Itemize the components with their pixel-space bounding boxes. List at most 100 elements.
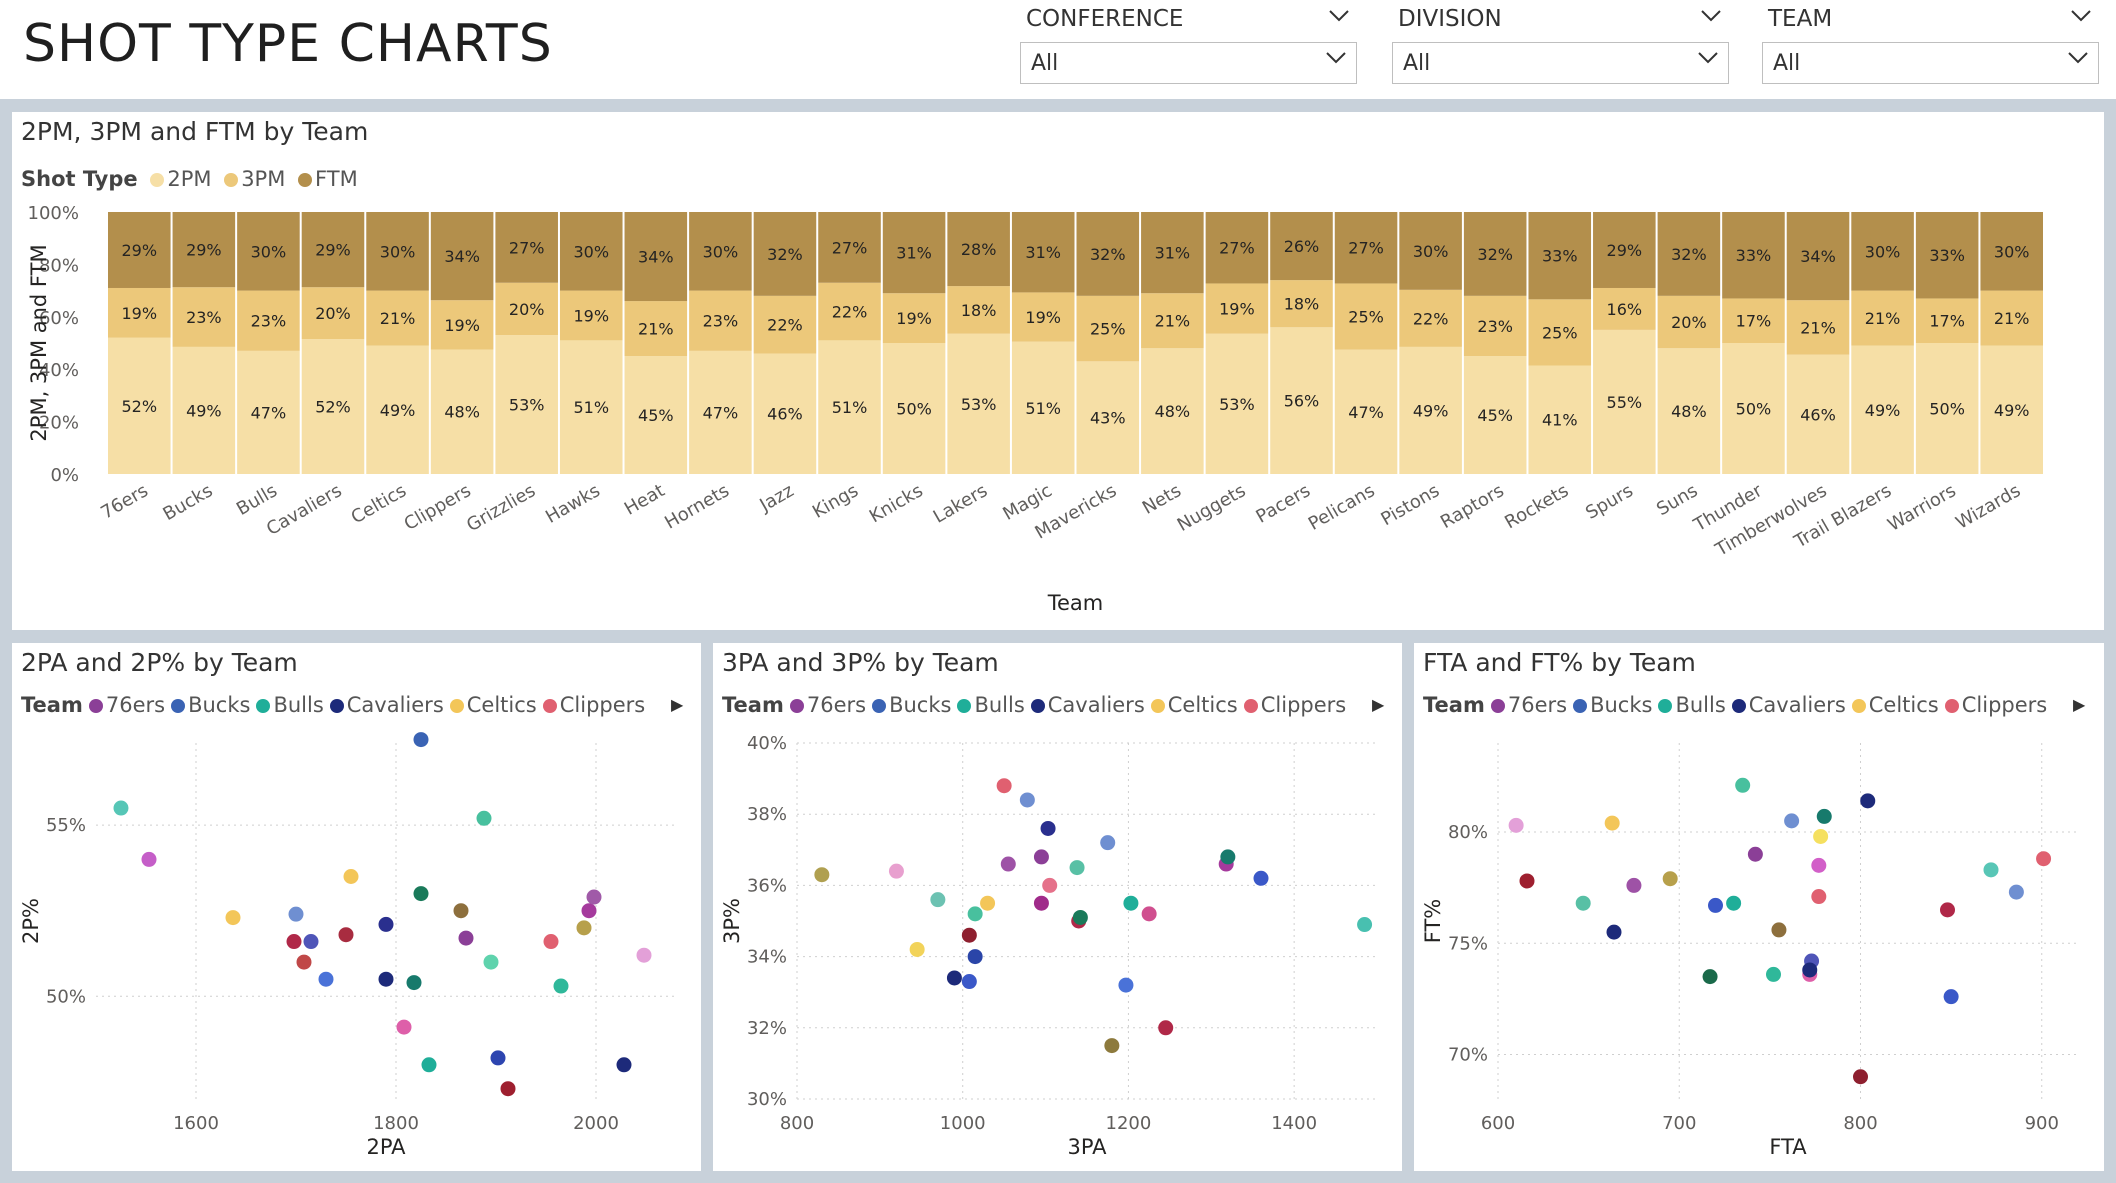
bar-segment-2pm[interactable] [1076,361,1140,474]
bar-segment-3pm[interactable] [1528,299,1592,366]
data-point[interactable] [1220,849,1236,865]
stacked-bar-panel[interactable]: 2PM, 3PM and FTM by Team Shot Type 2PM 3… [12,112,2104,630]
scatter-panel-2pa[interactable]: 2PA and 2P% by Team Team 76ers Bucks Bulls C… [12,643,701,1171]
data-point[interactable] [113,800,129,816]
data-point[interactable] [296,954,312,970]
bar-segment-3pm[interactable] [1270,280,1333,328]
bar-segment-ftm[interactable] [1205,212,1269,284]
bar-segment-ftm[interactable] [495,212,558,283]
data-point[interactable] [1033,849,1049,865]
data-point[interactable] [1000,856,1016,872]
data-point[interactable] [453,903,469,919]
data-point[interactable] [1575,895,1591,911]
bar-segment-2pm[interactable] [430,349,494,474]
data-point[interactable] [888,863,904,879]
legend-item-bucks[interactable]: Bucks [171,693,250,717]
legend-item-76ers[interactable]: 76ers [88,693,165,717]
data-point[interactable] [1853,1069,1868,1085]
legend-item-clippers[interactable]: Clippers [1944,693,2047,717]
bar-segment-ftm[interactable] [430,212,494,301]
data-point[interactable] [1123,895,1139,911]
data-point[interactable] [581,903,597,919]
bar-segment-ftm[interactable] [624,212,688,302]
data-point[interactable] [406,975,422,991]
right-arrow-icon[interactable]: ▶ [2073,695,2086,714]
bar-segment-3pm[interactable] [1593,287,1656,330]
bar-segment-ftm[interactable] [1851,212,1914,291]
data-point[interactable] [1042,877,1058,893]
bar-segment-2pm[interactable] [1270,327,1333,474]
data-point[interactable] [1508,817,1524,833]
bar-segment-3pm[interactable] [1334,283,1398,350]
data-point[interactable] [961,927,977,943]
legend-item-bucks[interactable]: Bucks [1573,693,1652,717]
data-point[interactable] [396,1019,412,1035]
chevron-down-icon[interactable] [1329,10,1349,22]
data-point[interactable] [1626,877,1642,893]
data-point[interactable] [500,1081,516,1097]
bar-segment-2pm[interactable] [1915,343,1979,474]
data-point[interactable] [413,732,429,748]
legend-item-76ers[interactable]: 76ers [1490,693,1567,717]
bar-segment-ftm[interactable] [1270,212,1333,281]
data-point[interactable] [1943,989,1959,1005]
bar-segment-3pm[interactable] [947,286,1010,334]
data-point[interactable] [814,867,830,883]
legend-item-clippers[interactable]: Clippers [1243,693,1346,717]
bar-segment-ftm[interactable] [1399,212,1462,290]
team-slicer[interactable]: TEAM All [1762,0,2099,84]
bar-segment-3pm[interactable] [301,287,365,340]
stacked-bar-chart[interactable]: 0% 20% 40% 60% 80% 100% 2PM, 3PM and FTM 52% 19%… [12,112,2104,630]
bar-segment-2pm[interactable] [237,350,300,474]
bar-segment-3pm[interactable] [430,300,494,350]
team-dropdown[interactable]: All [1762,42,2099,84]
data-point[interactable] [483,954,499,970]
bar-segment-ftm[interactable] [947,212,1010,287]
bar-segment-2pm[interactable] [689,350,752,474]
data-point[interactable] [378,971,394,987]
data-point[interactable] [1606,924,1622,940]
bar-segment-ftm[interactable] [1786,212,1850,301]
data-point[interactable] [1033,895,1049,911]
bar-segment-3pm[interactable] [1076,295,1140,362]
scatter-2pa-chart[interactable]: 1600 1800 2000 50% 55% 2PA 2P% [12,643,701,1171]
bar-segment-ftm[interactable] [1011,212,1075,293]
legend-item-celtics[interactable]: Celtics [1150,693,1238,717]
legend-item-cavaliers[interactable]: Cavaliers [1731,693,1846,717]
data-point[interactable] [343,869,359,884]
data-point[interactable] [1357,917,1373,933]
data-point[interactable] [1802,962,1818,978]
bar-segment-2pm[interactable] [753,353,817,474]
data-point[interactable] [930,892,946,908]
data-point[interactable] [1735,777,1751,793]
team-slicer-header[interactable]: TEAM [1762,0,2099,36]
bar-segment-3pm[interactable] [1205,283,1269,334]
bar-segment-ftm[interactable] [172,212,236,288]
data-point[interactable] [909,941,925,957]
bar-segment-2pm[interactable] [947,333,1010,474]
bar-segment-2pm[interactable] [1851,345,1914,474]
chevron-down-icon[interactable] [2068,52,2088,64]
data-point[interactable] [2036,851,2052,867]
data-point[interactable] [1811,889,1827,905]
legend-item-cavaliers[interactable]: Cavaliers [1030,693,1145,717]
bar-segment-ftm[interactable] [882,212,946,294]
data-point[interactable] [1104,1038,1120,1054]
bar-segment-ftm[interactable] [1915,212,1979,299]
bar-segment-ftm[interactable] [818,212,881,283]
data-point[interactable] [1766,966,1781,982]
legend-item-ftm[interactable]: FTM [298,167,358,191]
data-point[interactable] [421,1057,437,1073]
bar-segment-3pm[interactable] [366,290,429,346]
bar-segment-2pm[interactable] [624,356,688,474]
data-point[interactable] [616,1057,632,1073]
legend-item-bulls[interactable]: Bulls [256,693,324,717]
bar-segment-2pm[interactable] [1786,354,1850,474]
data-point[interactable] [1771,922,1787,938]
data-point[interactable] [476,810,492,826]
bar-segment-3pm[interactable] [1657,295,1721,349]
bar-segment-ftm[interactable] [1657,212,1721,296]
bar-segment-3pm[interactable] [1141,293,1204,349]
data-point[interactable] [288,906,304,922]
bar-segment-2pm[interactable] [366,345,429,474]
